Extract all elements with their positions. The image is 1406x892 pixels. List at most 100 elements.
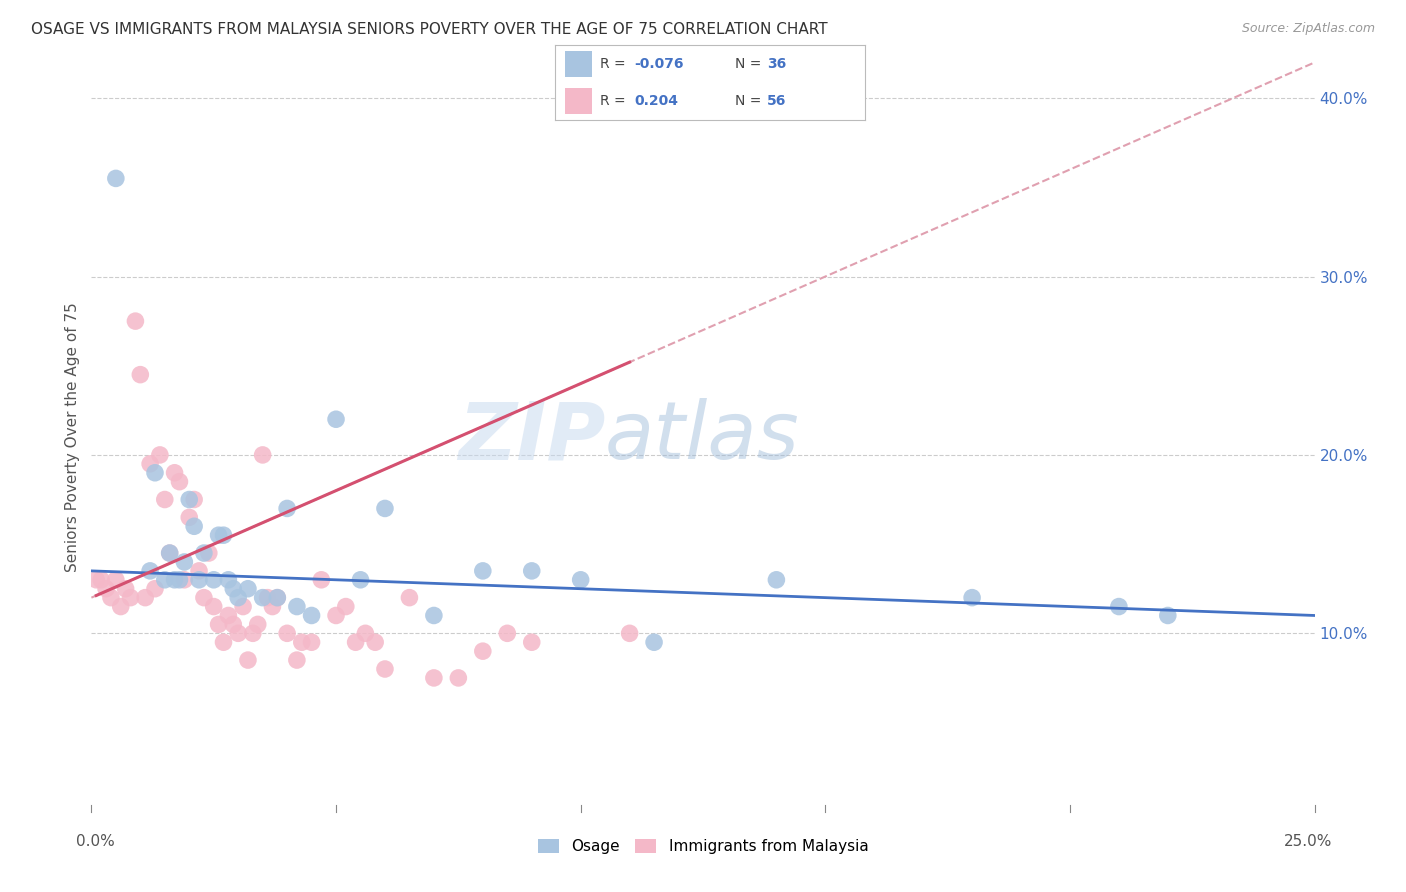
Point <box>139 457 162 471</box>
Point <box>159 546 181 560</box>
Point <box>100 591 122 605</box>
Text: R =: R = <box>600 57 630 71</box>
Point <box>423 671 446 685</box>
Point <box>423 608 446 623</box>
Point <box>1108 599 1130 614</box>
Point <box>226 626 249 640</box>
Point <box>143 582 166 596</box>
Point <box>232 599 254 614</box>
Text: 0.204: 0.204 <box>634 94 678 108</box>
Text: 25.0%: 25.0% <box>1284 834 1331 848</box>
Text: R =: R = <box>600 94 634 108</box>
Point <box>520 564 543 578</box>
Point <box>325 412 347 426</box>
Text: atlas: atlas <box>605 398 800 476</box>
Point <box>619 626 641 640</box>
Point <box>471 644 494 658</box>
Point <box>169 475 191 489</box>
Point <box>173 555 195 569</box>
Point <box>222 617 245 632</box>
Point <box>325 608 347 623</box>
Point <box>520 635 543 649</box>
Text: -0.076: -0.076 <box>634 57 683 71</box>
Point <box>179 510 201 524</box>
Point <box>236 653 259 667</box>
Text: OSAGE VS IMMIGRANTS FROM MALAYSIA SENIORS POVERTY OVER THE AGE OF 75 CORRELATION: OSAGE VS IMMIGRANTS FROM MALAYSIA SENIOR… <box>31 22 828 37</box>
Point <box>266 591 288 605</box>
Point <box>256 591 278 605</box>
Point <box>349 573 371 587</box>
Point <box>291 635 314 649</box>
Point <box>364 635 387 649</box>
Point <box>163 466 186 480</box>
Y-axis label: Seniors Poverty Over the Age of 75: Seniors Poverty Over the Age of 75 <box>65 302 80 572</box>
Point <box>374 501 396 516</box>
Point <box>374 662 396 676</box>
Text: Source: ZipAtlas.com: Source: ZipAtlas.com <box>1241 22 1375 36</box>
Point <box>183 492 205 507</box>
Point <box>153 492 176 507</box>
Point <box>398 591 420 605</box>
Point <box>163 573 186 587</box>
Text: 0.0%: 0.0% <box>76 834 115 848</box>
Point <box>188 564 211 578</box>
Point <box>134 591 156 605</box>
Point <box>344 635 367 649</box>
Point <box>643 635 665 649</box>
Point <box>471 564 494 578</box>
Point <box>276 626 298 640</box>
Point <box>143 466 166 480</box>
Point <box>193 546 215 560</box>
Point <box>1157 608 1180 623</box>
Point <box>183 519 205 533</box>
Point <box>173 573 195 587</box>
Point <box>120 591 142 605</box>
Point <box>222 582 245 596</box>
Point <box>129 368 152 382</box>
Point <box>179 492 201 507</box>
Point <box>447 671 470 685</box>
FancyBboxPatch shape <box>565 87 592 113</box>
Point <box>139 564 162 578</box>
Point <box>252 591 274 605</box>
Point <box>496 626 519 640</box>
Point <box>266 591 288 605</box>
Point <box>193 591 215 605</box>
Point <box>84 573 107 587</box>
Point <box>301 608 323 623</box>
Point <box>335 599 357 614</box>
Point <box>198 546 221 560</box>
Point <box>94 582 117 596</box>
Point <box>169 573 191 587</box>
Point <box>159 546 181 560</box>
Point <box>765 573 787 587</box>
Point <box>207 617 229 632</box>
Point <box>217 608 239 623</box>
Point <box>960 591 983 605</box>
Point <box>110 599 132 614</box>
Point <box>236 582 259 596</box>
Point <box>90 573 112 587</box>
Point <box>301 635 323 649</box>
Point <box>124 314 146 328</box>
Point <box>262 599 284 614</box>
Point <box>104 573 127 587</box>
FancyBboxPatch shape <box>565 52 592 78</box>
Text: 36: 36 <box>768 57 786 71</box>
Point <box>226 591 249 605</box>
Text: N =: N = <box>735 57 765 71</box>
Point <box>569 573 592 587</box>
Point <box>285 599 308 614</box>
Point <box>252 448 274 462</box>
Point <box>246 617 269 632</box>
Point <box>153 573 176 587</box>
Point <box>354 626 377 640</box>
Point <box>212 635 235 649</box>
Point <box>207 528 229 542</box>
Text: ZIP: ZIP <box>458 398 605 476</box>
Point <box>104 171 127 186</box>
Point <box>202 573 225 587</box>
Point <box>217 573 239 587</box>
Legend: Osage, Immigrants from Malaysia: Osage, Immigrants from Malaysia <box>531 832 875 860</box>
Text: N =: N = <box>735 94 765 108</box>
